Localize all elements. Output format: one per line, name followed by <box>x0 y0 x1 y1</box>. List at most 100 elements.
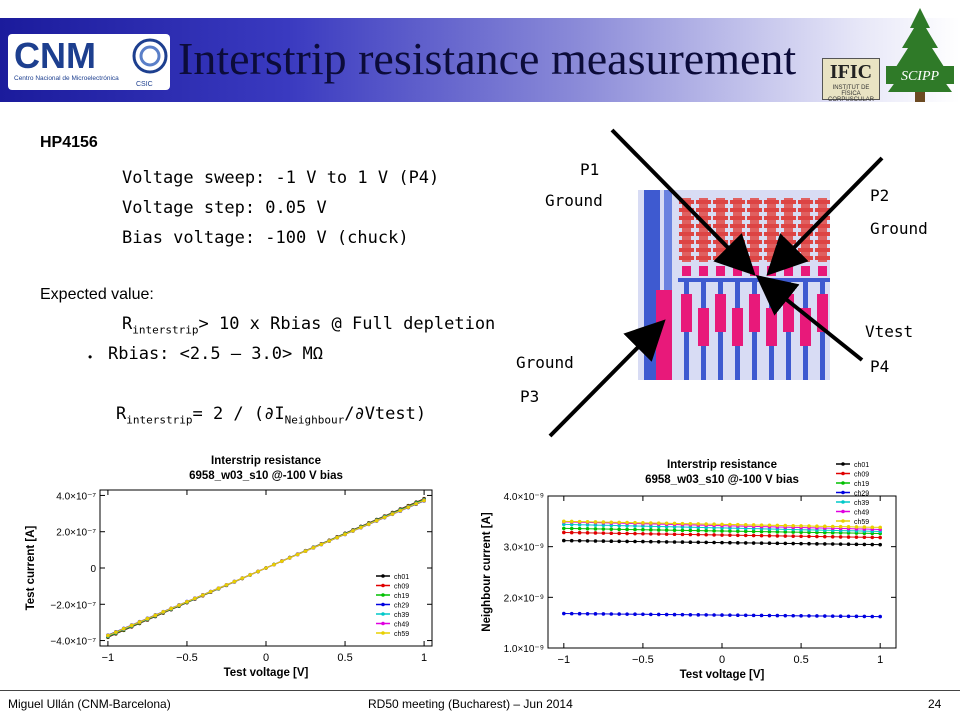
data-point <box>335 535 339 540</box>
data-point <box>870 614 875 619</box>
data-point <box>577 526 582 531</box>
data-point <box>838 542 843 546</box>
data-point <box>823 524 827 529</box>
data-point <box>680 532 685 537</box>
data-point <box>791 613 795 618</box>
y-tick-label: 2.0×10⁻⁷ <box>56 528 96 539</box>
data-point <box>815 614 819 618</box>
data-point <box>664 528 669 532</box>
data-point <box>656 521 661 525</box>
y-tick-label: 0 <box>90 564 96 575</box>
data-point <box>680 612 685 617</box>
data-point <box>633 520 637 525</box>
chart-subtitle: 6958_w03_s10 @-100 V bias <box>189 470 343 482</box>
data-point <box>767 533 772 538</box>
test-current-chart: Interstrip resistance 6958_w03_s10 @-100 … <box>22 448 440 688</box>
data-point <box>815 542 819 546</box>
data-point <box>585 531 590 535</box>
data-point <box>862 614 867 619</box>
legend: ch01 ch09 ch19 ch29 ch39 ch49 ch59 <box>836 462 869 526</box>
data-point <box>846 614 851 619</box>
data-point <box>720 533 724 537</box>
x-tick-label: 0 <box>719 654 725 666</box>
data-point <box>712 522 716 527</box>
data-point <box>569 538 574 543</box>
data-point <box>815 524 819 528</box>
data-point <box>177 603 181 607</box>
data-point <box>862 535 867 540</box>
legend-entry: ch39 <box>394 612 409 619</box>
data-point <box>664 612 669 617</box>
data-point <box>649 528 653 532</box>
bullet-icon: • <box>88 350 93 364</box>
data-point <box>736 522 740 527</box>
data-point <box>767 541 772 546</box>
data-point <box>641 521 645 525</box>
data-point <box>688 612 693 617</box>
data-point <box>351 529 355 533</box>
data-point <box>783 541 788 546</box>
data-point <box>216 586 221 591</box>
data-point <box>601 539 606 543</box>
data-point <box>664 532 669 536</box>
data-point <box>799 530 803 535</box>
cnm-logo-text: CNM <box>14 35 96 76</box>
data-point <box>193 596 197 601</box>
data-point <box>720 522 724 527</box>
voltage-step-text: Voltage step: 0.05 V <box>122 198 327 218</box>
data-point <box>799 524 803 528</box>
data-point <box>303 549 308 553</box>
data-point <box>783 534 788 538</box>
legend: ch01 ch09 ch19 ch29 ch39 ch49 ch59 <box>376 574 409 638</box>
legend-entry: ch59 <box>394 631 409 638</box>
chart-subtitle: 6958_w03_s10 @-100 V bias <box>645 474 799 486</box>
data-point <box>672 532 677 537</box>
data-point <box>830 524 835 529</box>
data-point <box>641 539 645 544</box>
data-point <box>569 519 574 524</box>
ific-logo: IFIC INSTITUT DE FÍSICA CORPUSCULAR <box>822 58 880 103</box>
data-point <box>114 630 118 634</box>
scipp-logo: SCIPP <box>882 6 958 104</box>
data-point <box>680 521 685 526</box>
data-point <box>601 531 606 535</box>
data-point <box>878 542 882 547</box>
data-point <box>878 525 882 530</box>
data-point <box>751 533 756 538</box>
data-point <box>106 633 110 638</box>
data-point <box>759 533 764 538</box>
ific-logo-text: IFIC <box>829 61 873 83</box>
x-axis-label: Test voltage [V] <box>224 667 309 679</box>
data-point <box>390 512 395 516</box>
data-point <box>593 531 598 535</box>
data-point <box>593 527 598 531</box>
data-point <box>593 612 598 616</box>
data-point <box>562 522 566 527</box>
expected-rest: > 10 x Rbias @ Full depletion <box>198 314 496 334</box>
data-point <box>577 519 582 524</box>
data-point <box>838 524 843 529</box>
data-point <box>232 579 237 584</box>
data-point <box>617 612 621 616</box>
data-point <box>720 613 724 617</box>
data-point <box>641 531 645 536</box>
x-tick-label: 0 <box>263 652 269 664</box>
data-point <box>656 528 661 532</box>
data-point <box>656 540 661 544</box>
data-point <box>870 535 875 540</box>
data-point <box>743 541 748 545</box>
data-point <box>680 540 685 544</box>
page-title: Interstrip resistance measurement <box>178 33 797 84</box>
data-point <box>359 525 363 530</box>
data-point <box>767 523 772 528</box>
data-point <box>577 522 582 527</box>
p1-label: P1 <box>580 160 600 179</box>
y-tick-label: 2.0×10⁻⁹ <box>504 593 544 604</box>
data-point <box>807 530 811 535</box>
expected-value-label: Expected value: <box>40 286 154 303</box>
data-point <box>854 535 859 539</box>
data-point <box>688 540 693 545</box>
data-point <box>374 518 379 523</box>
data-point <box>625 539 629 544</box>
data-point <box>319 542 324 547</box>
